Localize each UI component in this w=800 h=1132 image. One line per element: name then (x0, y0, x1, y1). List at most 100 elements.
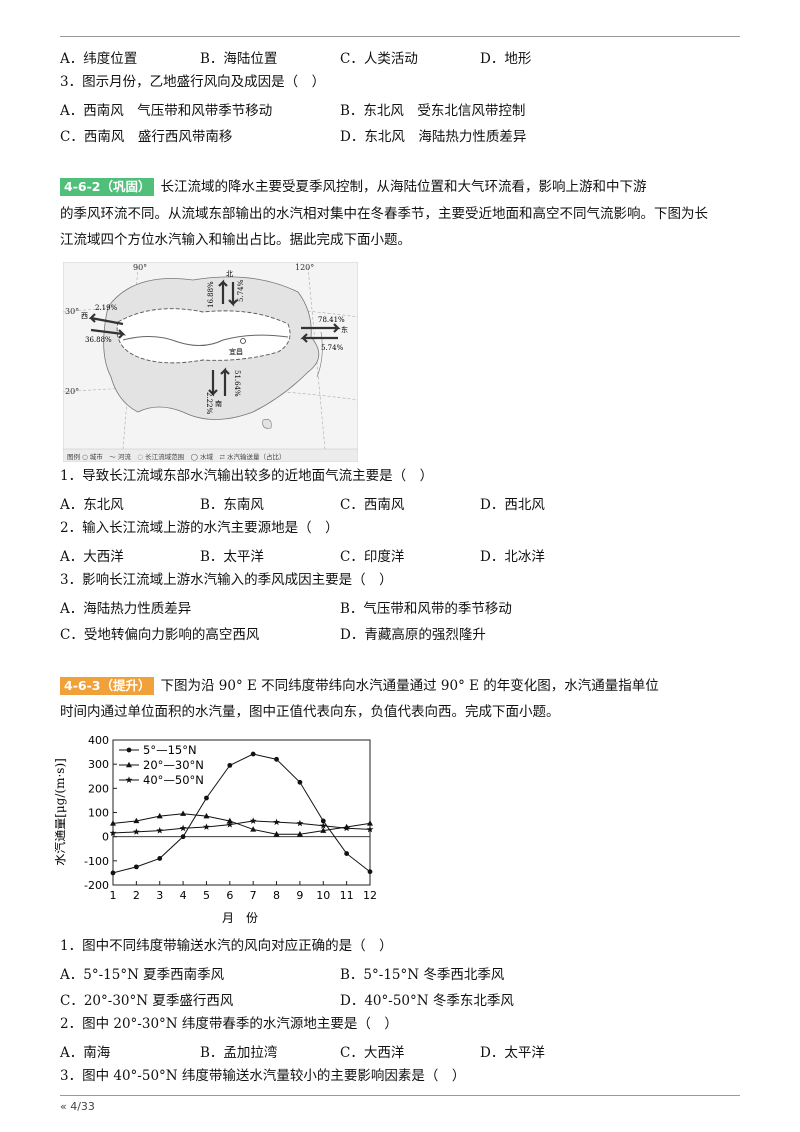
data-point (126, 761, 132, 768)
south-label: 南 (215, 399, 222, 408)
data-point (180, 834, 186, 840)
data-point (179, 824, 187, 832)
map-legend: 图例 ○ 城市 ～ 河流 ◌ 长江流域范围 ◯ 水域 ⇄ 水汽输送量（占比） (67, 452, 285, 461)
data-point (320, 818, 326, 824)
option-d[interactable]: D．太平洋 (480, 1045, 545, 1061)
option-c[interactable]: C．受地转偏向力影响的高空西风 (60, 627, 260, 643)
west-in-pct: 36.88% (85, 336, 112, 344)
sec3-q1-options-row1: A．5°-15°N 夏季西南季风 B．5°-15°N 冬季西北季风 (60, 963, 740, 983)
option-c[interactable]: C．人类活动 (340, 51, 418, 67)
sec3-q1-options-row2: C．20°-30°N 夏季盛行西风 D．40°-50°N 冬季东北季风 (60, 989, 740, 1009)
sec2-intro-line3: 江流域四个方位水汽输入和输出占比。据此完成下面小题。 (60, 232, 411, 248)
option-b[interactable]: B．太平洋 (200, 549, 264, 565)
option-b[interactable]: B．东北风 受东北信风带控制 (340, 103, 526, 119)
sec3-intro-line2: 时间内通过单位面积的水汽量，图中正值代表向东，负值代表向西。完成下面小题。 (60, 704, 560, 720)
data-point (273, 818, 280, 826)
data-point (296, 831, 303, 837)
lon-90-label: 90° (133, 263, 147, 272)
option-d[interactable]: D．西北风 (480, 497, 545, 513)
option-c[interactable]: C．印度洋 (340, 549, 405, 565)
east-in-pct: 5.74% (321, 344, 344, 352)
data-point (156, 812, 163, 819)
lon-120-label: 120° (295, 263, 314, 272)
option-c[interactable]: C．20°-30°N 夏季盛行西风 (60, 993, 234, 1009)
sec2-q1: 1．导致长江流域东部水汽输出较多的近地面气流主要是（ ） (60, 468, 434, 484)
lat-30-label: 30° (65, 307, 79, 316)
east-out-pct: 78.41% (318, 316, 345, 324)
data-point (296, 819, 304, 827)
option-a[interactable]: A．西南风 气压带和风带季节移动 (60, 103, 273, 119)
sec2-intro-text1: 长江流域的降水主要受夏季风控制，从海陆位置和大气环流看，影响上游和中下游 (160, 179, 647, 195)
east-label: 东 (341, 325, 348, 334)
data-point (226, 817, 233, 824)
option-b[interactable]: B．海陆位置 (200, 51, 278, 67)
x-tick-label: 9 (296, 889, 303, 902)
option-d[interactable]: D．40°-50°N 冬季东北季风 (340, 993, 514, 1009)
north-out-pct: 5.74% (237, 279, 245, 302)
west-label: 西 (81, 312, 88, 320)
option-b[interactable]: B．孟加拉湾 (200, 1045, 278, 1061)
north-label: 北 (226, 270, 233, 278)
option-d[interactable]: D．北冰洋 (480, 549, 545, 565)
sec2-q3-options-row2: C．受地转偏向力影响的高空西风 D．青藏高原的强烈隆升 (60, 623, 740, 643)
option-c[interactable]: C．大西洋 (340, 1045, 405, 1061)
x-tick-label: 4 (180, 889, 187, 902)
data-point (133, 864, 139, 870)
sec3-tag: 4-6-3（提升） (60, 677, 155, 695)
data-point (203, 823, 210, 830)
option-d[interactable]: D．地形 (480, 51, 532, 67)
option-c[interactable]: C．西南风 (340, 497, 405, 513)
lat-20-label: 20° (65, 387, 79, 396)
page-number: « 4/33 (60, 1100, 95, 1113)
north-in-arrow (228, 282, 238, 307)
north-out-arrow (218, 279, 228, 304)
option-a[interactable]: A．东北风 (60, 497, 124, 513)
data-point (132, 828, 140, 835)
x-axis-label: 月 份 (222, 911, 258, 925)
data-point (319, 822, 327, 829)
option-d[interactable]: D．青藏高原的强烈隆升 (340, 627, 486, 643)
south-in-pct: 51.64% (233, 370, 241, 397)
data-point (157, 856, 163, 861)
east-in-arrow (300, 333, 338, 343)
west-out-pct: 2.19% (95, 304, 118, 312)
option-a[interactable]: A．5°-15°N 夏季西南季风 (60, 967, 225, 983)
option-d[interactable]: D．东北风 海陆热力性质差异 (340, 129, 527, 145)
q3-text: 3．图示月份，乙地盛行风向及成因是（ ） (60, 74, 326, 90)
x-tick-label: 11 (340, 889, 354, 902)
data-point (250, 751, 256, 757)
data-point (227, 762, 233, 768)
city-marker (240, 338, 246, 344)
option-b[interactable]: B．气压带和风带的季节移动 (340, 601, 512, 617)
option-c[interactable]: C．西南风 盛行西风带南移 (60, 129, 233, 145)
legend-label: 5°—15°N (143, 743, 197, 757)
option-a[interactable]: A．纬度位置 (60, 51, 138, 67)
data-point (297, 779, 303, 785)
south-out-arrow (208, 370, 218, 397)
data-point (110, 870, 116, 876)
x-tick-label: 12 (363, 889, 377, 902)
data-point (250, 826, 257, 832)
y-tick-label: -200 (84, 879, 109, 892)
sec2-q2-options: A．大西洋 B．太平洋 C．印度洋 D．北冰洋 (60, 545, 740, 565)
q3-options-row2: C．西南风 盛行西风带南移 D．东北风 海陆热力性质差异 (60, 125, 740, 145)
data-point (273, 831, 280, 837)
option-a[interactable]: A．南海 (60, 1045, 111, 1061)
data-point (126, 747, 132, 753)
option-a[interactable]: A．大西洋 (60, 549, 124, 565)
y-tick-label: 200 (88, 782, 109, 795)
data-point (367, 820, 373, 826)
data-point (367, 869, 373, 875)
data-point (204, 795, 209, 801)
option-a[interactable]: A．海陆热力性质差异 (60, 601, 192, 617)
y-axis-label: 水汽通量[μg/(m·s)] (55, 758, 67, 866)
x-tick-label: 6 (226, 889, 233, 902)
option-b[interactable]: B．5°-15°N 冬季西北季风 (340, 967, 505, 983)
data-point (110, 820, 116, 826)
x-tick-label: 3 (156, 889, 163, 902)
sec3-q2: 2．图中 20°-30°N 纬度带春季的水汽源地主要是（ ） (60, 1016, 398, 1032)
sec3-q2-options: A．南海 B．孟加拉湾 C．大西洋 D．太平洋 (60, 1041, 740, 1061)
option-b[interactable]: B．东南风 (200, 497, 264, 513)
south-out-pct: 2.22% (205, 392, 213, 415)
